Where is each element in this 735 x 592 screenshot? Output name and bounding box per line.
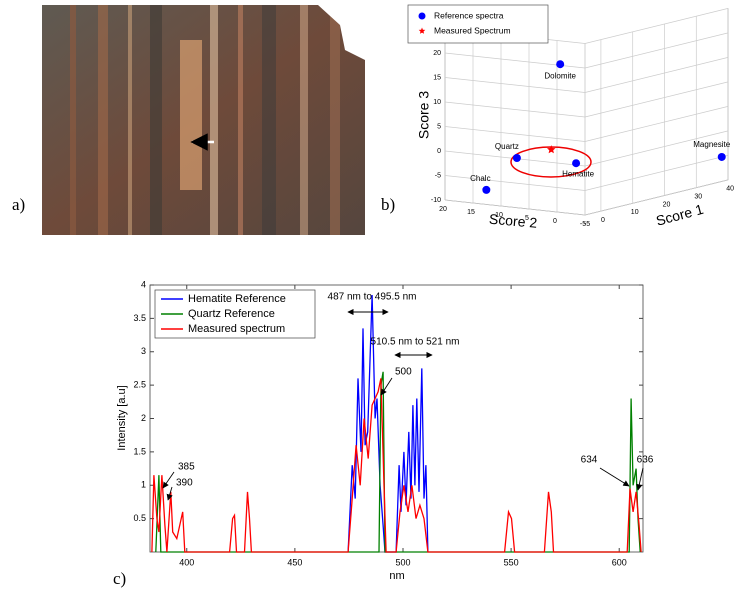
y-tick-label: 20 bbox=[439, 206, 447, 213]
y-tick-label: 15 bbox=[467, 209, 475, 216]
x-tick-label: 600 bbox=[612, 557, 627, 567]
grid-line bbox=[444, 199, 586, 216]
x-tick-label: 40 bbox=[726, 186, 734, 193]
z-axis-label: Score 3 bbox=[416, 91, 432, 139]
x-axis-label: nm bbox=[389, 570, 404, 582]
y-tick-label: 4 bbox=[141, 279, 146, 289]
point-label: Magnesite bbox=[693, 140, 730, 149]
legend-label: Quartz Reference bbox=[188, 308, 275, 320]
y-axis-label: Intensity [a.u] bbox=[116, 385, 128, 450]
grid-line bbox=[584, 32, 729, 69]
point-label: Hematite bbox=[562, 169, 595, 178]
z-tick-label: 15 bbox=[433, 74, 441, 81]
annotation: 385 bbox=[178, 462, 195, 473]
annotation-arrow bbox=[166, 486, 173, 501]
legend-label: Hematite Reference bbox=[188, 293, 286, 305]
point-label: Quartz bbox=[495, 142, 519, 151]
annotation: 634 bbox=[581, 455, 598, 466]
z-tick-label: 5 bbox=[437, 123, 441, 130]
legend-label: Measured spectrum bbox=[188, 323, 285, 335]
annotation: 500 bbox=[395, 367, 412, 378]
z-tick-label: 20 bbox=[433, 50, 441, 57]
z-tick-label: -10 bbox=[431, 197, 441, 204]
z-tick-label: 0 bbox=[437, 148, 441, 155]
grid-line bbox=[444, 175, 586, 191]
point-label: Chalc bbox=[470, 174, 490, 183]
grid-line bbox=[584, 57, 729, 93]
legend-box bbox=[407, 4, 549, 44]
annotation-arrow bbox=[380, 377, 393, 396]
point bbox=[482, 185, 491, 194]
y-tick-label: 0 bbox=[553, 218, 557, 225]
y-axis-label: Score 2 bbox=[488, 211, 538, 231]
y-tick-label: 10 bbox=[495, 212, 503, 219]
point bbox=[556, 60, 565, 69]
plot-3d: -10-50510152025-505101520-5010203040Scor… bbox=[407, 4, 734, 231]
panel-label: a) bbox=[12, 195, 25, 214]
grid-line bbox=[444, 126, 586, 142]
x-tick-label: 400 bbox=[179, 557, 194, 567]
legend-label: Measured Spectrum bbox=[434, 25, 511, 35]
y-tick-label: 2 bbox=[141, 413, 146, 423]
photo bbox=[42, 5, 365, 235]
grid-line bbox=[584, 106, 729, 142]
annotation-arrow bbox=[162, 471, 175, 489]
panel-label: b) bbox=[381, 195, 395, 214]
y-tick-label: 5 bbox=[525, 215, 529, 222]
x-tick-label: -5 bbox=[584, 221, 590, 228]
grid-line bbox=[444, 77, 586, 93]
annotation: 510.5 nm to 521 nm bbox=[371, 337, 460, 348]
point-label: Dolomite bbox=[544, 71, 576, 80]
annotation: 390 bbox=[176, 478, 193, 489]
grid-line bbox=[584, 130, 729, 167]
x-tick-label: 0 bbox=[601, 217, 605, 224]
x-tick-label: 500 bbox=[395, 557, 410, 567]
grid-line bbox=[584, 8, 729, 44]
grid-line bbox=[444, 52, 586, 69]
y-tick-label: 3 bbox=[141, 346, 146, 356]
z-tick-label: -5 bbox=[435, 172, 441, 179]
legend-marker bbox=[418, 12, 426, 20]
legend-marker bbox=[418, 27, 426, 34]
panel-label: c) bbox=[113, 569, 126, 588]
annotation: 636 bbox=[637, 455, 654, 466]
x-tick-label: 10 bbox=[631, 209, 639, 216]
grid-line bbox=[584, 179, 729, 216]
legend-label: Reference spectra bbox=[434, 10, 504, 20]
annotation-arrow bbox=[636, 467, 644, 491]
x-tick-label: 20 bbox=[663, 201, 671, 208]
y-tick-label: 1 bbox=[141, 480, 146, 490]
point bbox=[572, 159, 581, 168]
y-tick-label: 2.5 bbox=[133, 380, 146, 390]
spectrum-line bbox=[151, 378, 642, 553]
annotation-arrow bbox=[599, 467, 630, 487]
grid-line bbox=[584, 155, 729, 191]
y-tick-label: 0.5 bbox=[133, 513, 146, 523]
plot-line: 400 450 500 550 600 0.5 1 1.5 2 2.5 3 3.5 4 nm Intensi… bbox=[116, 279, 654, 582]
y-tick-label: -5 bbox=[580, 221, 586, 228]
spectrum-line bbox=[155, 371, 641, 553]
x-tick-label: 450 bbox=[287, 557, 302, 567]
annotation: 487 nm to 495.5 nm bbox=[328, 292, 417, 303]
grid-line bbox=[584, 81, 729, 118]
point bbox=[512, 154, 521, 162]
x-tick-label: 550 bbox=[504, 557, 519, 567]
point bbox=[547, 145, 556, 154]
y-tick-label: 3.5 bbox=[133, 313, 146, 323]
x-tick-label: 30 bbox=[694, 194, 702, 201]
y-tick-label: 1.5 bbox=[133, 446, 146, 456]
z-tick-label: 10 bbox=[433, 99, 441, 106]
grid-line bbox=[444, 101, 586, 118]
point bbox=[717, 152, 726, 161]
